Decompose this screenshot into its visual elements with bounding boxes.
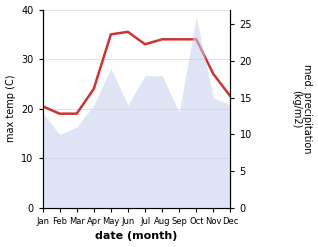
X-axis label: date (month): date (month) xyxy=(95,231,178,242)
Y-axis label: max temp (C): max temp (C) xyxy=(5,75,16,143)
Y-axis label: med. precipitation
(kg/m2): med. precipitation (kg/m2) xyxy=(291,64,313,153)
